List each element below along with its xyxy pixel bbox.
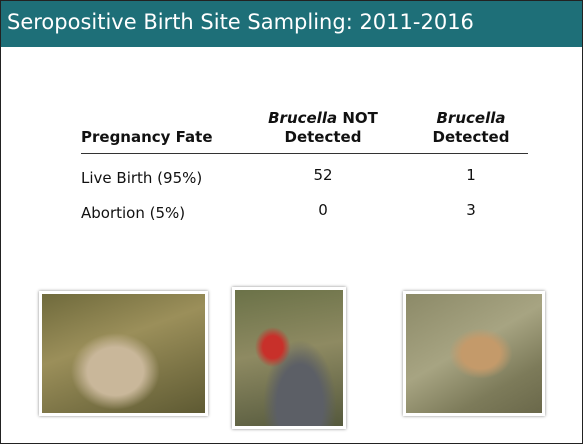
cell: 0 xyxy=(263,201,383,219)
title: Seropositive Birth Site Sampling: 2011-2… xyxy=(7,10,474,34)
header-rule xyxy=(81,153,528,154)
row-label: Live Birth (95%) xyxy=(81,169,202,187)
cell: 3 xyxy=(411,201,531,219)
photo xyxy=(403,291,545,416)
cell: 1 xyxy=(411,166,531,184)
column-header: Detected xyxy=(263,128,383,146)
photo xyxy=(39,291,208,416)
organism: Brucella xyxy=(268,109,337,127)
cell: 52 xyxy=(263,166,383,184)
qualifier: NOT xyxy=(342,109,378,127)
column-header-line: Brucella NOT xyxy=(263,109,383,127)
organism: Brucella xyxy=(437,109,506,127)
photo xyxy=(232,287,346,429)
column-header: Pregnancy Fate xyxy=(81,128,213,146)
column-header: Detected xyxy=(411,128,531,146)
row-label: Abortion (5%) xyxy=(81,204,185,222)
slide: Seropositive Birth Site Sampling: 2011-2… xyxy=(0,0,583,444)
title-bar: Seropositive Birth Site Sampling: 2011-2… xyxy=(1,1,582,47)
column-header-line: Brucella xyxy=(411,109,531,127)
